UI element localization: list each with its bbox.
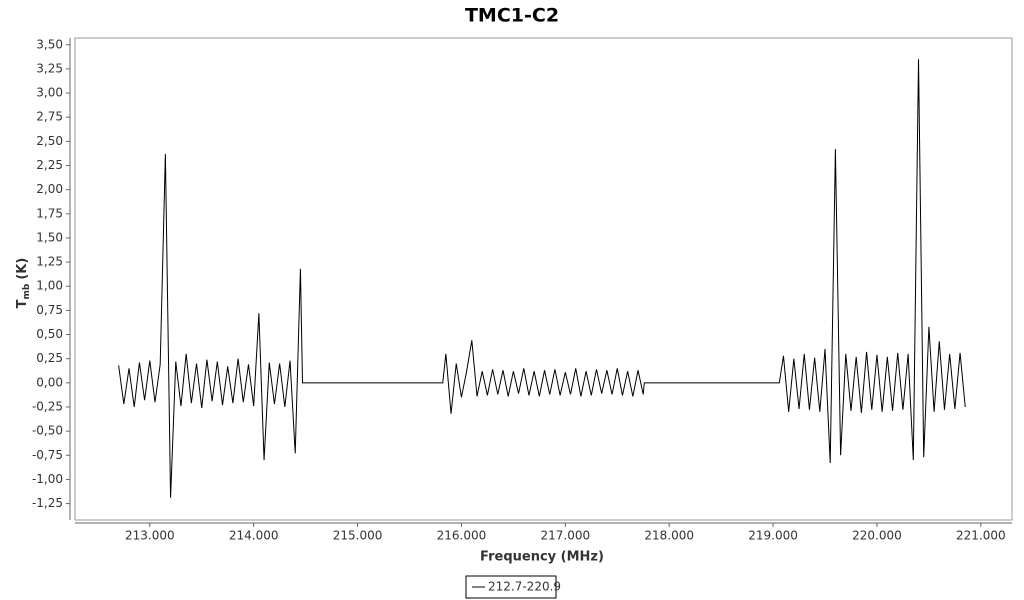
y-tick-label: -0,50: [32, 424, 63, 438]
x-tick-label: 221.000: [956, 529, 1006, 543]
x-tick-label: 214.000: [229, 529, 279, 543]
y-label-main: T: [15, 299, 30, 308]
y-tick-label: 1,25: [36, 255, 63, 269]
y-tick-label: 0,25: [36, 351, 63, 365]
y-label-unit: (K): [15, 258, 30, 280]
x-axis-label: Frequency (MHz): [480, 550, 604, 565]
y-tick-label: -1,25: [32, 496, 63, 510]
y-tick-label: 1,00: [36, 279, 63, 293]
y-tick-label: 3,25: [36, 61, 63, 75]
y-tick-label: 2,75: [36, 110, 63, 124]
plot-frame: [74, 37, 1013, 521]
y-tick-label: -0,75: [32, 448, 63, 462]
y-tick-label: 3,00: [36, 86, 63, 100]
y-tick-label: -1,00: [32, 472, 63, 486]
x-tick-label: 218.000: [644, 529, 694, 543]
legend-label: 212.7-220.9: [488, 580, 561, 594]
y-tick-label: 0,75: [36, 303, 63, 317]
x-tick-label: 219.000: [748, 529, 798, 543]
y-tick-label: 3,50: [36, 37, 63, 51]
y-tick-label: 1,75: [36, 206, 63, 220]
y-tick-label: 1,50: [36, 230, 63, 244]
spectrum-line: [118, 59, 966, 498]
y-axis-label: Tmb (K): [15, 258, 32, 309]
y-tick-label: -0,25: [32, 399, 63, 413]
x-tick-label: 213.000: [125, 529, 175, 543]
y-tick-label: 0,00: [36, 375, 63, 389]
x-tick-label: 220.000: [852, 529, 902, 543]
chart-title: TMC1-C2: [465, 5, 559, 27]
y-tick-label: 2,00: [36, 182, 63, 196]
legend-box: [465, 575, 557, 599]
x-tick-label: 216.000: [437, 529, 487, 543]
y-tick-label: 0,50: [36, 327, 63, 341]
y-label-sub: mb: [22, 283, 32, 299]
x-tick-label: 215.000: [333, 529, 383, 543]
x-tick-label: 217.000: [541, 529, 591, 543]
y-tick-label: 2,50: [36, 134, 63, 148]
y-tick-label: 2,25: [36, 158, 63, 172]
